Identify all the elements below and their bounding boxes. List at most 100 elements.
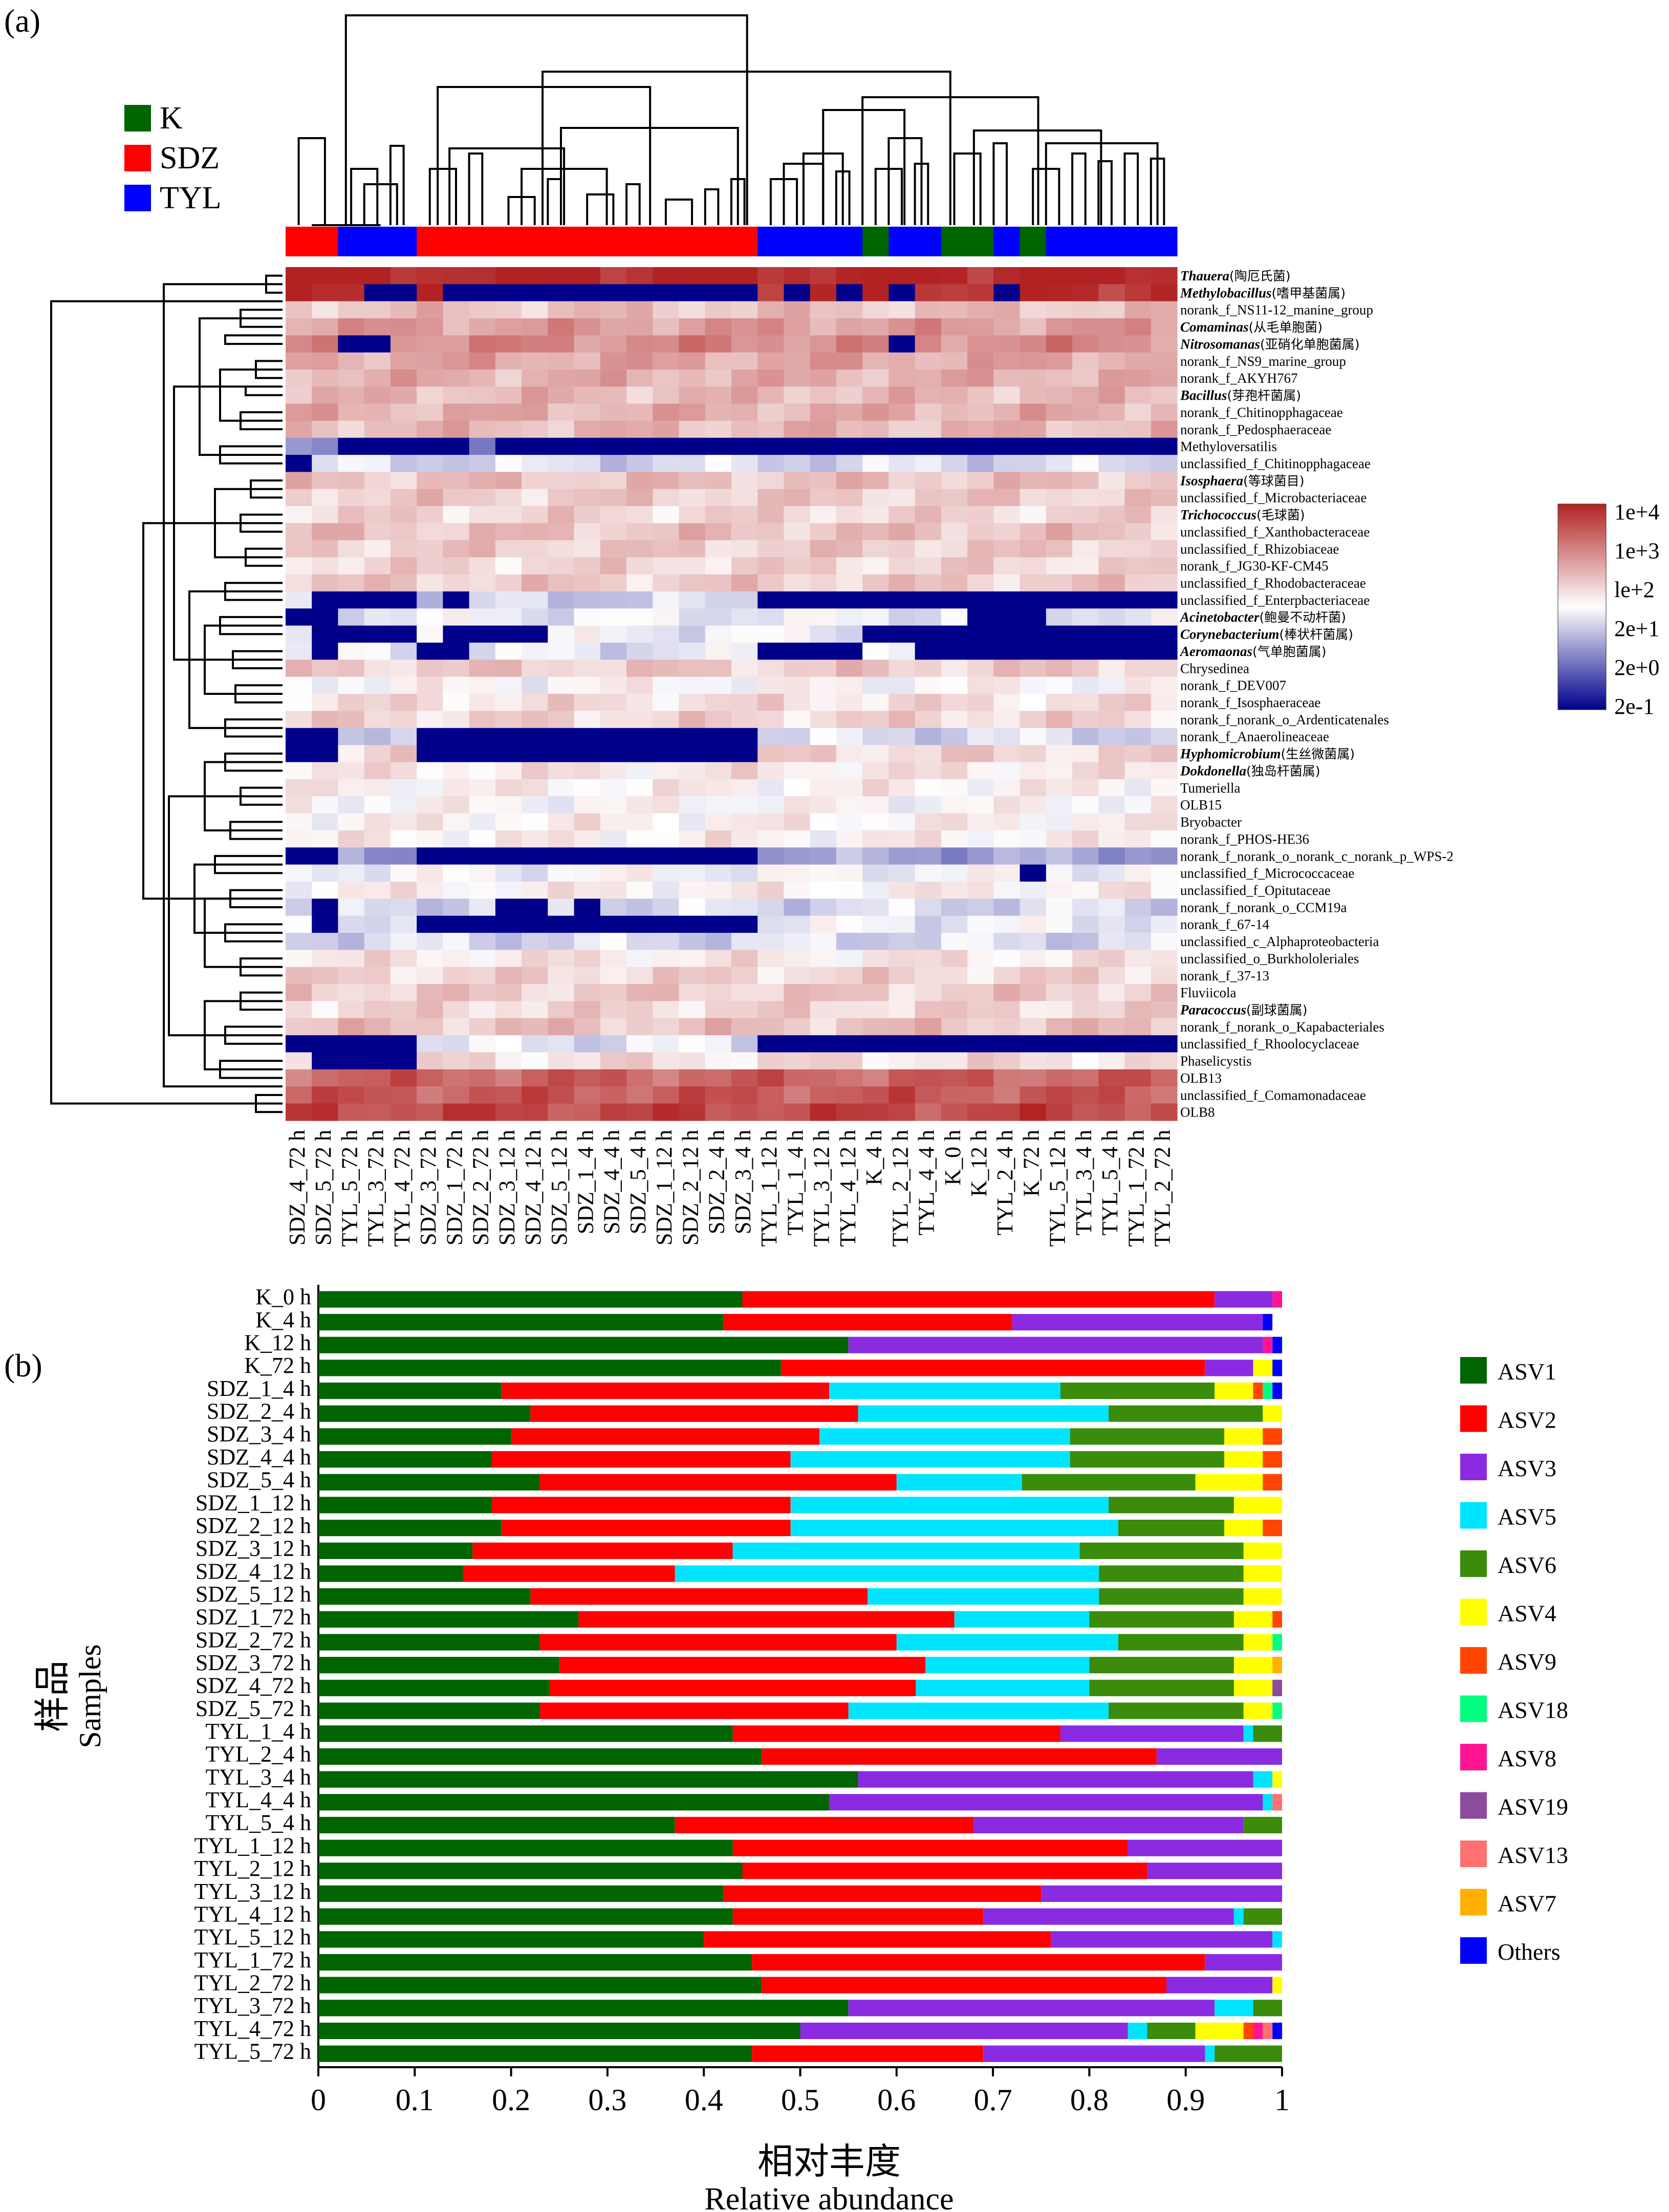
heatmap-cell [941,386,968,404]
heatmap-cell [312,352,339,370]
heatmap-cell [390,933,417,950]
heatmap-cell [862,454,890,472]
heatmap-cell [495,472,522,490]
heatmap-cell [888,950,916,968]
bar-segment [954,1611,1090,1628]
heatmap-cell [390,369,417,387]
heatmap-cell [390,967,417,984]
heatmap-cell [1020,591,1047,609]
bar-segment [742,1863,1147,1879]
heatmap-cell [286,625,312,643]
heatmap-cell [888,421,916,439]
heatmap-cell [443,933,470,950]
heatmap-cell [495,489,522,507]
heatmap-cell [574,984,601,1002]
heatmap-cell [705,847,732,865]
group-cell [443,227,470,256]
heatmap-cell [653,523,680,541]
heatmap-cell [836,506,863,523]
heatmap-cell [941,403,968,421]
heatmap-cell [469,899,496,916]
heatmap-cell [888,386,916,404]
heatmap-cell [967,608,994,626]
heatmap-cell [1020,694,1047,711]
heatmap-cell [888,574,916,592]
heatmap-cell [312,489,339,507]
heatmap-cell [784,967,811,984]
heatmap-cell [915,489,942,507]
heatmap-cell [731,1001,758,1019]
bar-segment [530,1588,868,1605]
heatmap-cell [1124,1069,1152,1087]
heatmap-cell [626,762,653,780]
heatmap-cell [705,881,732,899]
heatmap-cell [810,779,837,797]
heatmap-cell [495,899,522,916]
heatmap-cell [443,472,470,490]
heatmap-cell [286,421,312,439]
heatmap-cell [888,1103,916,1121]
heatmap-cell [390,1086,417,1104]
heatmap-cell [469,1035,496,1053]
heatmap-cell [1151,352,1178,370]
heatmap-cell [757,625,785,643]
bar-segment [1243,1816,1282,1833]
bar-segment [1224,1520,1263,1537]
heatmap-cell [469,830,496,848]
heatmap-cell [364,881,391,899]
heatmap-cell [1020,557,1047,575]
heatmap-cell [705,1086,732,1104]
heatmap-cell [1098,745,1125,763]
heatmap-cell [862,762,890,780]
heatmap-cell [364,660,391,677]
heatmap-cell [1098,984,1125,1002]
heatmap-cell [1151,899,1178,916]
heatmap-cell [705,1052,732,1070]
heatmap-cell [390,489,417,507]
heatmap-cell [390,642,417,660]
column-label: K_4 h [861,1130,886,1186]
heatmap-cell [338,796,365,814]
bar-segment [1147,1863,1282,1879]
column-label: SDZ_2_72 h [468,1130,493,1245]
heatmap-cell [626,950,653,968]
heatmap-cell [810,608,837,626]
bar-segment [1060,1725,1244,1742]
group-cell [731,227,758,256]
heatmap-cell [810,506,837,523]
heatmap-cell [1124,318,1152,336]
heatmap-cell [522,642,548,660]
bar-segment [1272,2022,1282,2040]
heatmap-cell [574,284,601,302]
heatmap-cell [862,1052,890,1070]
heatmap-cell [443,967,470,984]
column-label: TYL_4_72 h [389,1130,415,1247]
column-label: K_12 h [966,1130,991,1197]
heatmap-cell [600,421,627,439]
bar-segment [1272,1337,1282,1353]
heatmap-cell [941,1086,968,1104]
heatmap-cell [312,711,339,729]
heatmap-cell [888,284,916,302]
heatmap-cell [574,847,601,865]
bar-segment [1253,2022,1263,2040]
bar-segment [1051,1931,1273,1948]
heatmap-cell [993,1018,1021,1036]
heatmap-cell [810,489,837,507]
heatmap-cell [731,915,758,933]
heatmap-cell [705,813,732,831]
heatmap-cell [653,386,680,404]
heatmap-cell [574,779,601,797]
heatmap-cell [705,625,732,643]
legend-swatch [1460,1357,1487,1384]
heatmap-cell [888,660,916,677]
heatmap-cell [338,386,365,404]
heatmap-cell [495,608,522,626]
heatmap-cell [1151,421,1178,439]
heatmap-cell [364,437,391,455]
heatmap-cell [417,591,444,609]
heatmap-cell [626,899,653,916]
heatmap-cell [1020,660,1047,677]
heatmap-cell [836,403,863,421]
heatmap-cell [731,796,758,814]
